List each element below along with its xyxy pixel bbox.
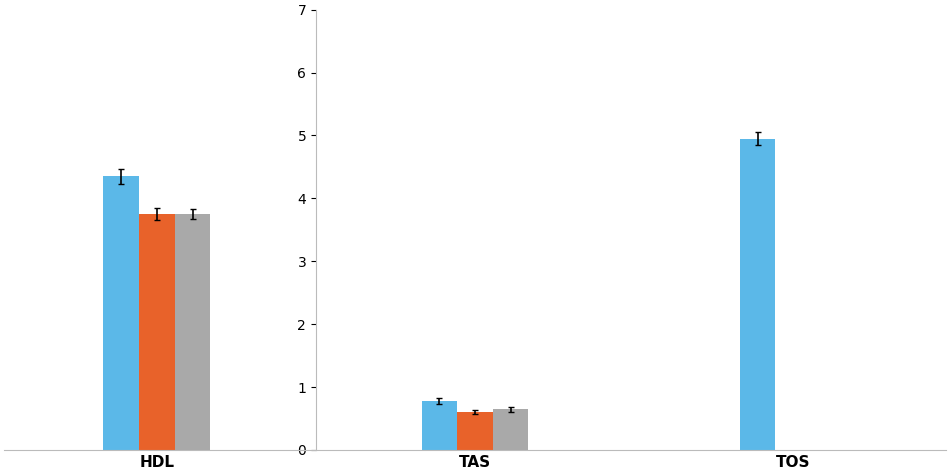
Bar	[175, 214, 210, 450]
Bar	[422, 401, 457, 450]
Bar	[493, 409, 528, 450]
Bar	[740, 138, 775, 450]
Bar	[139, 214, 175, 450]
Bar	[104, 176, 139, 450]
Bar	[457, 412, 493, 450]
